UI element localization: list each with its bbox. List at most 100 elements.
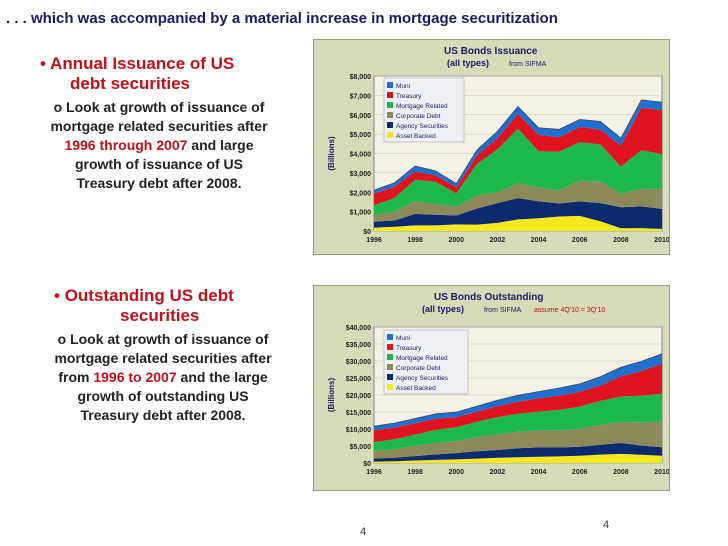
sub-text-pre: Look at growth of issuance of mortgage r… bbox=[54, 331, 272, 385]
chart-subtitle: (all types) bbox=[447, 58, 489, 68]
legend-box bbox=[383, 77, 465, 143]
y-tick-label: $20,000 bbox=[346, 393, 371, 400]
legend-swatch-corporate-debt bbox=[387, 112, 393, 118]
sub-text-pre: Look at growth of issuance of mortgage r… bbox=[50, 99, 268, 134]
legend: Muni Treasury Mortgage Related Corporate De… bbox=[383, 329, 469, 395]
sub-bullet-text: o Look at growth of issuance of mortgage… bbox=[44, 98, 274, 193]
sub-text-post: and large growth of issuance of US Treas… bbox=[74, 137, 254, 191]
legend-label-asset-backed: Asset Backed bbox=[396, 133, 436, 140]
chart-note: assume 4Q'10 = 3Q'10 bbox=[534, 307, 605, 314]
x-tick-label: 2006 bbox=[572, 237, 588, 244]
legend-swatch-mortgage-related bbox=[387, 102, 393, 108]
series-area-treasury bbox=[374, 363, 662, 443]
x-tick-label: 2010 bbox=[654, 469, 669, 476]
y-tick-label: $30,000 bbox=[346, 359, 371, 366]
series-area-corporate-debt bbox=[374, 180, 662, 222]
y-tick-label: $6,000 bbox=[350, 113, 372, 120]
chart-subtitle: (all types) bbox=[422, 304, 464, 314]
series-area-asset-backed bbox=[374, 453, 662, 463]
legend-swatch-asset-backed bbox=[387, 132, 393, 138]
y-tick-label: $5,000 bbox=[350, 444, 372, 451]
legend-label-corporate-debt: Corporate Debt bbox=[396, 365, 441, 372]
page-number-right: 4 bbox=[603, 519, 610, 531]
series-area-agency-securities bbox=[374, 443, 662, 462]
x-tick-label: 2002 bbox=[490, 237, 506, 244]
legend-swatch-agency-securities bbox=[387, 374, 393, 380]
y-axis-label: (Billions) bbox=[327, 378, 336, 413]
series-area-muni bbox=[374, 353, 662, 431]
total-outline bbox=[373, 99, 663, 191]
y-tick-label: $2,000 bbox=[350, 190, 372, 197]
x-tick-label: 1996 bbox=[366, 469, 382, 476]
sub-bullet-circle: o bbox=[57, 331, 67, 347]
sub-bullet-text: o Look at growth of issuance of mortgage… bbox=[48, 330, 278, 425]
legend-label-treasury: Treasury bbox=[396, 93, 422, 100]
y-tick-label: $35,000 bbox=[346, 342, 371, 349]
legend-swatch-muni bbox=[387, 334, 393, 340]
series-area-treasury bbox=[374, 107, 662, 206]
bullet-heading-cont: debt securities bbox=[70, 74, 190, 93]
legend-label-asset-backed: Asset Backed bbox=[396, 385, 436, 392]
y-tick-label: $5,000 bbox=[350, 132, 372, 139]
legend-box bbox=[383, 329, 469, 395]
x-tick-label: 2000 bbox=[448, 237, 464, 244]
issuance-chart-panel: US Bonds Issuance (all types) from SIFMA (B… bbox=[313, 39, 670, 255]
legend-label-mortgage-related: Mortgage Related bbox=[396, 103, 448, 110]
issuance-chart: US Bonds Issuance(all types) from SIFMA (B… bbox=[327, 46, 669, 244]
x-tick-label: 2008 bbox=[613, 237, 629, 244]
legend-label-muni: Muni bbox=[396, 335, 410, 342]
legend: Muni Treasury Mortgage Related Corporate De… bbox=[383, 77, 465, 143]
legend-swatch-asset-backed bbox=[387, 384, 393, 390]
bullet-dot: • bbox=[40, 54, 46, 73]
legend-label-agency-securities: Agency Securities bbox=[396, 375, 449, 382]
y-tick-label: $25,000 bbox=[346, 376, 371, 383]
legend-label-corporate-debt: Corporate Debt bbox=[396, 113, 441, 120]
chart-source: from SIFMA bbox=[484, 307, 522, 314]
bullet-heading: Outstanding US debt bbox=[64, 286, 234, 305]
x-tick-label: 1998 bbox=[407, 469, 423, 476]
x-tick-label: 2010 bbox=[654, 237, 669, 244]
x-tick-label: 1998 bbox=[407, 237, 423, 244]
y-tick-label: $0 bbox=[363, 461, 371, 468]
series-area-mortgage-related bbox=[374, 393, 662, 452]
sub-bullet-circle: o bbox=[53, 99, 63, 115]
legend-label-agency-securities: Agency Securities bbox=[396, 123, 449, 130]
legend-swatch-treasury bbox=[387, 92, 393, 98]
total-outline bbox=[373, 353, 663, 427]
series-area-agency-securities bbox=[374, 198, 662, 229]
bullet-dot: • bbox=[54, 286, 60, 305]
chart-title: US Bonds Issuance bbox=[444, 46, 538, 57]
series-area-mortgage-related bbox=[374, 128, 662, 216]
y-tick-label: $15,000 bbox=[346, 410, 371, 417]
bullet-annual-issuance: • Annual Issuance of US debt securities … bbox=[40, 54, 280, 193]
sub-text-highlight: 1996 through 2007 bbox=[64, 137, 188, 153]
y-tick-label: $8,000 bbox=[350, 74, 372, 81]
x-tick-label: 2006 bbox=[572, 469, 588, 476]
y-tick-label: $1,000 bbox=[350, 210, 372, 217]
bullet-outstanding: • Outstanding US debt securities o Look … bbox=[54, 286, 284, 425]
chart-title: US Bonds Outstanding bbox=[434, 292, 543, 303]
y-tick-label: $7,000 bbox=[350, 93, 372, 100]
y-tick-label: $3,000 bbox=[350, 171, 372, 178]
legend-label-mortgage-related: Mortgage Related bbox=[396, 355, 448, 362]
y-tick-label: $10,000 bbox=[346, 427, 371, 434]
outstanding-chart: US Bonds Outstanding(all types) from SIFM… bbox=[327, 292, 669, 476]
x-tick-label: 2002 bbox=[490, 469, 506, 476]
x-tick-label: 2000 bbox=[448, 469, 464, 476]
slide-title: . . . which was accompanied by a materia… bbox=[6, 10, 558, 27]
x-tick-label: 2004 bbox=[531, 237, 547, 244]
x-tick-label: 2008 bbox=[613, 469, 629, 476]
outstanding-chart-panel: US Bonds Outstanding (all types) from SIFM… bbox=[313, 285, 670, 491]
sub-text-post: and the large growth of outstanding US T… bbox=[77, 369, 268, 423]
bullet-heading: Annual Issuance of US bbox=[50, 54, 235, 73]
x-tick-label: 1996 bbox=[366, 237, 382, 244]
y-tick-label: $40,000 bbox=[346, 325, 371, 332]
series-area-corporate-debt bbox=[374, 421, 662, 459]
legend-label-treasury: Treasury bbox=[396, 345, 422, 352]
legend-swatch-muni bbox=[387, 82, 393, 88]
legend-swatch-agency-securities bbox=[387, 122, 393, 128]
bullet-heading-cont: securities bbox=[120, 306, 200, 325]
legend-label-muni: Muni bbox=[396, 83, 410, 90]
y-tick-label: $4,000 bbox=[350, 152, 372, 159]
legend-swatch-treasury bbox=[387, 344, 393, 350]
